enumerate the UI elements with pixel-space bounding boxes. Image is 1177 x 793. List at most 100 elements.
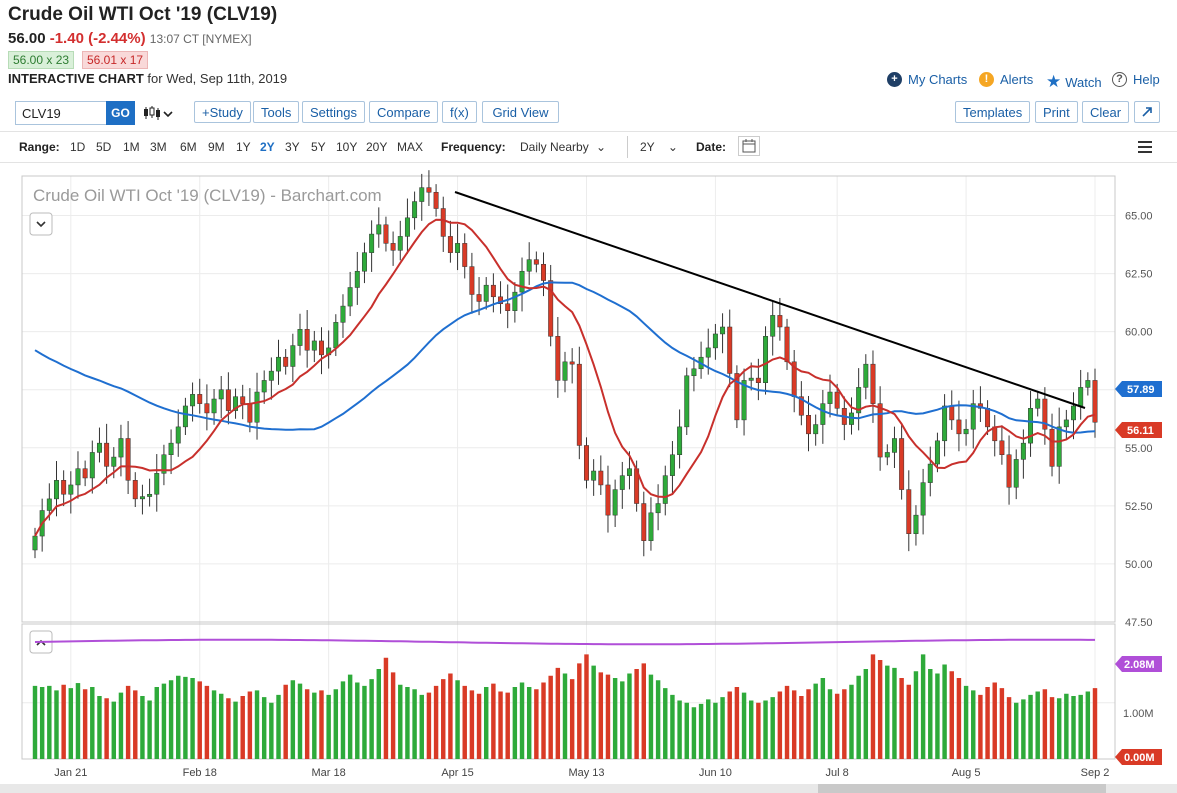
range-option-1m[interactable]: 1M <box>123 140 140 154</box>
alert-icon: ! <box>979 72 994 87</box>
range-option-9m[interactable]: 9M <box>208 140 225 154</box>
help-link[interactable]: ? Help <box>1112 72 1160 87</box>
chart-type-selector[interactable] <box>143 104 175 122</box>
print-button[interactable]: Print <box>1035 101 1078 123</box>
range-option-10y[interactable]: 10Y <box>336 140 358 154</box>
date-tick-label: Jul 8 <box>826 767 849 779</box>
candle <box>304 329 310 351</box>
collapse-panel-button[interactable] <box>29 212 53 236</box>
expand-arrow-icon <box>1142 107 1152 117</box>
plus-circle-icon: + <box>887 72 902 87</box>
volume-bar <box>577 663 582 759</box>
price-tick-label: 62.50 <box>1125 269 1153 281</box>
volume-bar <box>999 688 1005 759</box>
function-button[interactable]: f(x) <box>442 101 477 123</box>
range-option-5d[interactable]: 5D <box>96 140 112 154</box>
candle <box>211 398 217 414</box>
tools-button[interactable]: Tools <box>253 101 300 123</box>
volume-bar <box>512 687 518 759</box>
candle <box>440 208 446 237</box>
volume-bar <box>612 678 618 759</box>
volume-last-value: 0.00M <box>1124 752 1155 764</box>
candle <box>476 294 482 302</box>
volume-bar <box>276 694 281 759</box>
range-option-6m[interactable]: 6M <box>180 140 197 154</box>
candlestick-icon <box>144 106 173 120</box>
candle <box>397 236 403 251</box>
candle <box>190 394 196 407</box>
candle <box>856 387 862 414</box>
alerts-link[interactable]: ! Alerts <box>979 72 1033 87</box>
range-option-2y[interactable]: 2Y <box>260 140 275 154</box>
date-tick-label: Jan 21 <box>54 767 87 779</box>
candle <box>426 187 432 193</box>
page-title: Crude Oil WTI Oct '19 (CLV19) <box>8 4 278 25</box>
volume-bar <box>82 689 88 759</box>
price-chart[interactable]: Crude Oil WTI Oct '19 (CLV19) - Barchart… <box>0 165 1177 793</box>
volume-bar <box>648 674 654 759</box>
candle <box>319 340 324 356</box>
volume-bar <box>992 682 997 759</box>
volume-bar <box>920 654 926 759</box>
volume-bar <box>269 702 274 759</box>
add-study-button[interactable]: +Study <box>194 101 251 123</box>
candle <box>920 482 926 516</box>
go-button[interactable]: GO <box>106 101 135 125</box>
volume-bar <box>569 679 575 759</box>
candle <box>619 475 625 490</box>
candle <box>276 356 281 372</box>
menu-button[interactable] <box>1137 139 1155 155</box>
date-tick-label: Apr 15 <box>441 767 473 779</box>
volume-bar <box>1006 697 1012 759</box>
volume-bar <box>928 669 933 759</box>
range-label: Range: <box>19 140 60 154</box>
range-option-3y[interactable]: 3Y <box>285 140 300 154</box>
volume-bar <box>605 674 611 759</box>
volume-bar <box>827 689 833 759</box>
candle <box>218 389 224 400</box>
grid-view-button[interactable]: Grid View <box>482 101 559 123</box>
navigator-window[interactable] <box>818 784 1106 793</box>
volume-bar <box>856 675 861 759</box>
my-charts-label: My Charts <box>908 72 968 87</box>
range-option-max[interactable]: MAX <box>397 140 424 154</box>
settings-button[interactable]: Settings <box>302 101 365 123</box>
candle <box>89 452 95 479</box>
volume-bar <box>133 690 138 759</box>
volume-bar <box>698 703 704 759</box>
period-select[interactable]: 2Y ⌄ <box>640 140 678 154</box>
candle <box>247 403 253 423</box>
volume-bar <box>441 679 446 759</box>
candle <box>927 463 933 483</box>
last-price-tag: 56.11 <box>1115 422 1162 438</box>
volume-bar <box>197 681 202 759</box>
candle <box>612 489 618 516</box>
clear-button[interactable]: Clear <box>1082 101 1130 123</box>
range-option-3m[interactable]: 3M <box>150 140 167 154</box>
compare-button[interactable]: Compare <box>369 101 439 123</box>
my-charts-link[interactable]: + My Charts <box>887 72 967 87</box>
expand-button[interactable] <box>1134 101 1160 123</box>
candle <box>483 284 489 302</box>
candle <box>684 375 690 428</box>
volume-bar <box>483 687 489 759</box>
volume-bar <box>32 685 38 759</box>
range-option-1y[interactable]: 1Y <box>236 140 251 154</box>
volume-bar <box>720 697 725 759</box>
candle <box>798 396 804 416</box>
volume-bar <box>491 683 496 759</box>
date-picker-button[interactable] <box>738 136 760 156</box>
range-option-5y[interactable]: 5Y <box>311 140 326 154</box>
candle <box>354 270 360 288</box>
watch-link[interactable]: ★ Watch <box>1046 72 1102 92</box>
volume-bar <box>369 679 374 759</box>
templates-button[interactable]: Templates <box>955 101 1031 123</box>
frequency-select[interactable]: Daily Nearby ⌄ <box>520 140 606 154</box>
range-option-20y[interactable]: 20Y <box>366 140 388 154</box>
symbol-input[interactable] <box>15 101 107 125</box>
date-tick-label: Mar 18 <box>312 767 346 779</box>
candle <box>404 217 410 237</box>
candle <box>662 475 668 504</box>
volume-bar <box>663 688 668 759</box>
range-option-1d[interactable]: 1D <box>70 140 86 154</box>
